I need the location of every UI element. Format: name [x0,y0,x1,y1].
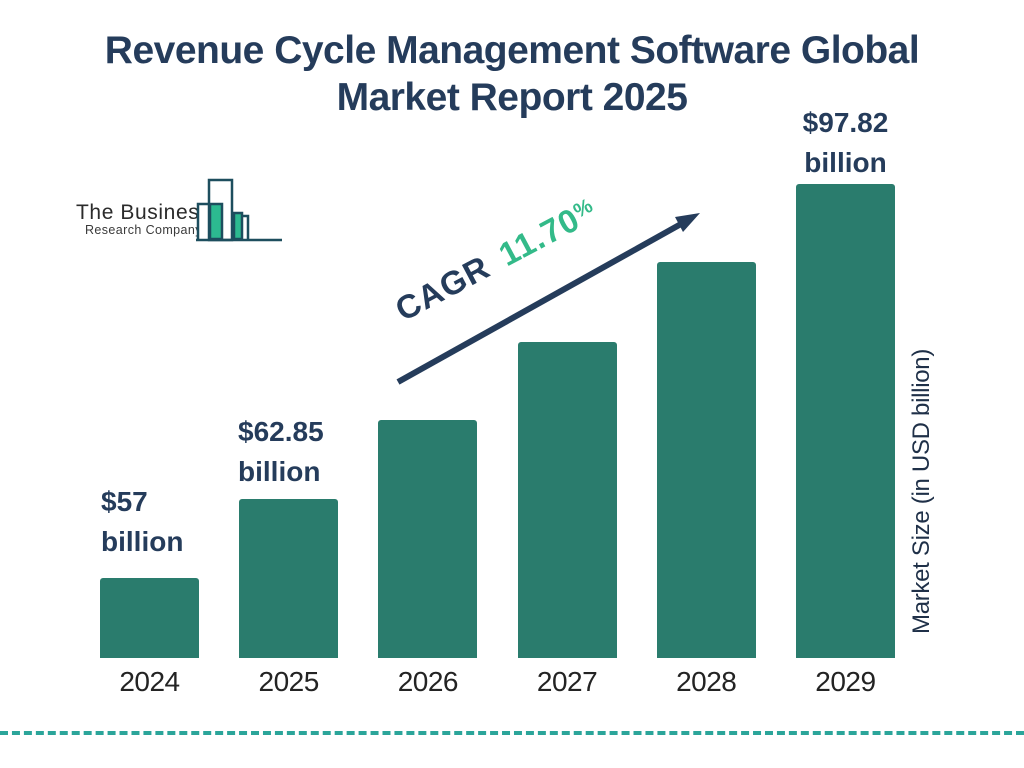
y-axis-label: Market Size (in USD billion) [908,348,935,634]
value-label-2029-amount: $97.82 [802,107,889,138]
page-title-line-1: Revenue Cycle Management Software Global [104,29,920,72]
bottom-dashed-divider [0,731,1024,735]
x-axis-labels: 2024 2025 2026 2027 2028 2029 [100,666,895,698]
bar-chart-logo-icon [196,178,282,242]
x-tick-2027: 2027 [536,666,598,697]
bar-2027 [517,342,617,658]
value-label-2024: $57 billion [101,482,183,562]
bar-2024 [100,578,199,658]
x-tick-2024: 2024 [119,666,180,697]
value-label-2025-amount: $62.85 [238,416,324,447]
brand-subname: Research Company [85,223,202,238]
bar-2025 [239,499,339,658]
bar-2026 [378,420,478,658]
brand-name: The Business [76,201,211,224]
value-label-2024-amount: $57 [101,486,148,517]
growth-arrow-icon [396,213,700,385]
x-tick-2029: 2029 [815,666,876,697]
value-label-2025: $62.85 billion [238,412,324,492]
bar-2029 [795,184,895,658]
value-label-2025-unit: billion [238,456,321,487]
brand-logo-text: The Business Research Company [76,201,211,238]
x-tick-2025: 2025 [258,666,320,697]
value-label-2029-unit: billion [804,147,887,178]
value-label-2029: $97.82 billion [796,103,895,183]
x-tick-2026: 2026 [397,666,459,697]
page-title-line-2: Market Report 2025 [336,76,688,119]
bar-2028 [656,262,756,658]
bar-chart [100,184,895,658]
page-title: Revenue Cycle Management Software Global… [0,27,1024,121]
x-tick-2028: 2028 [676,666,737,697]
value-label-2024-unit: billion [101,526,184,557]
